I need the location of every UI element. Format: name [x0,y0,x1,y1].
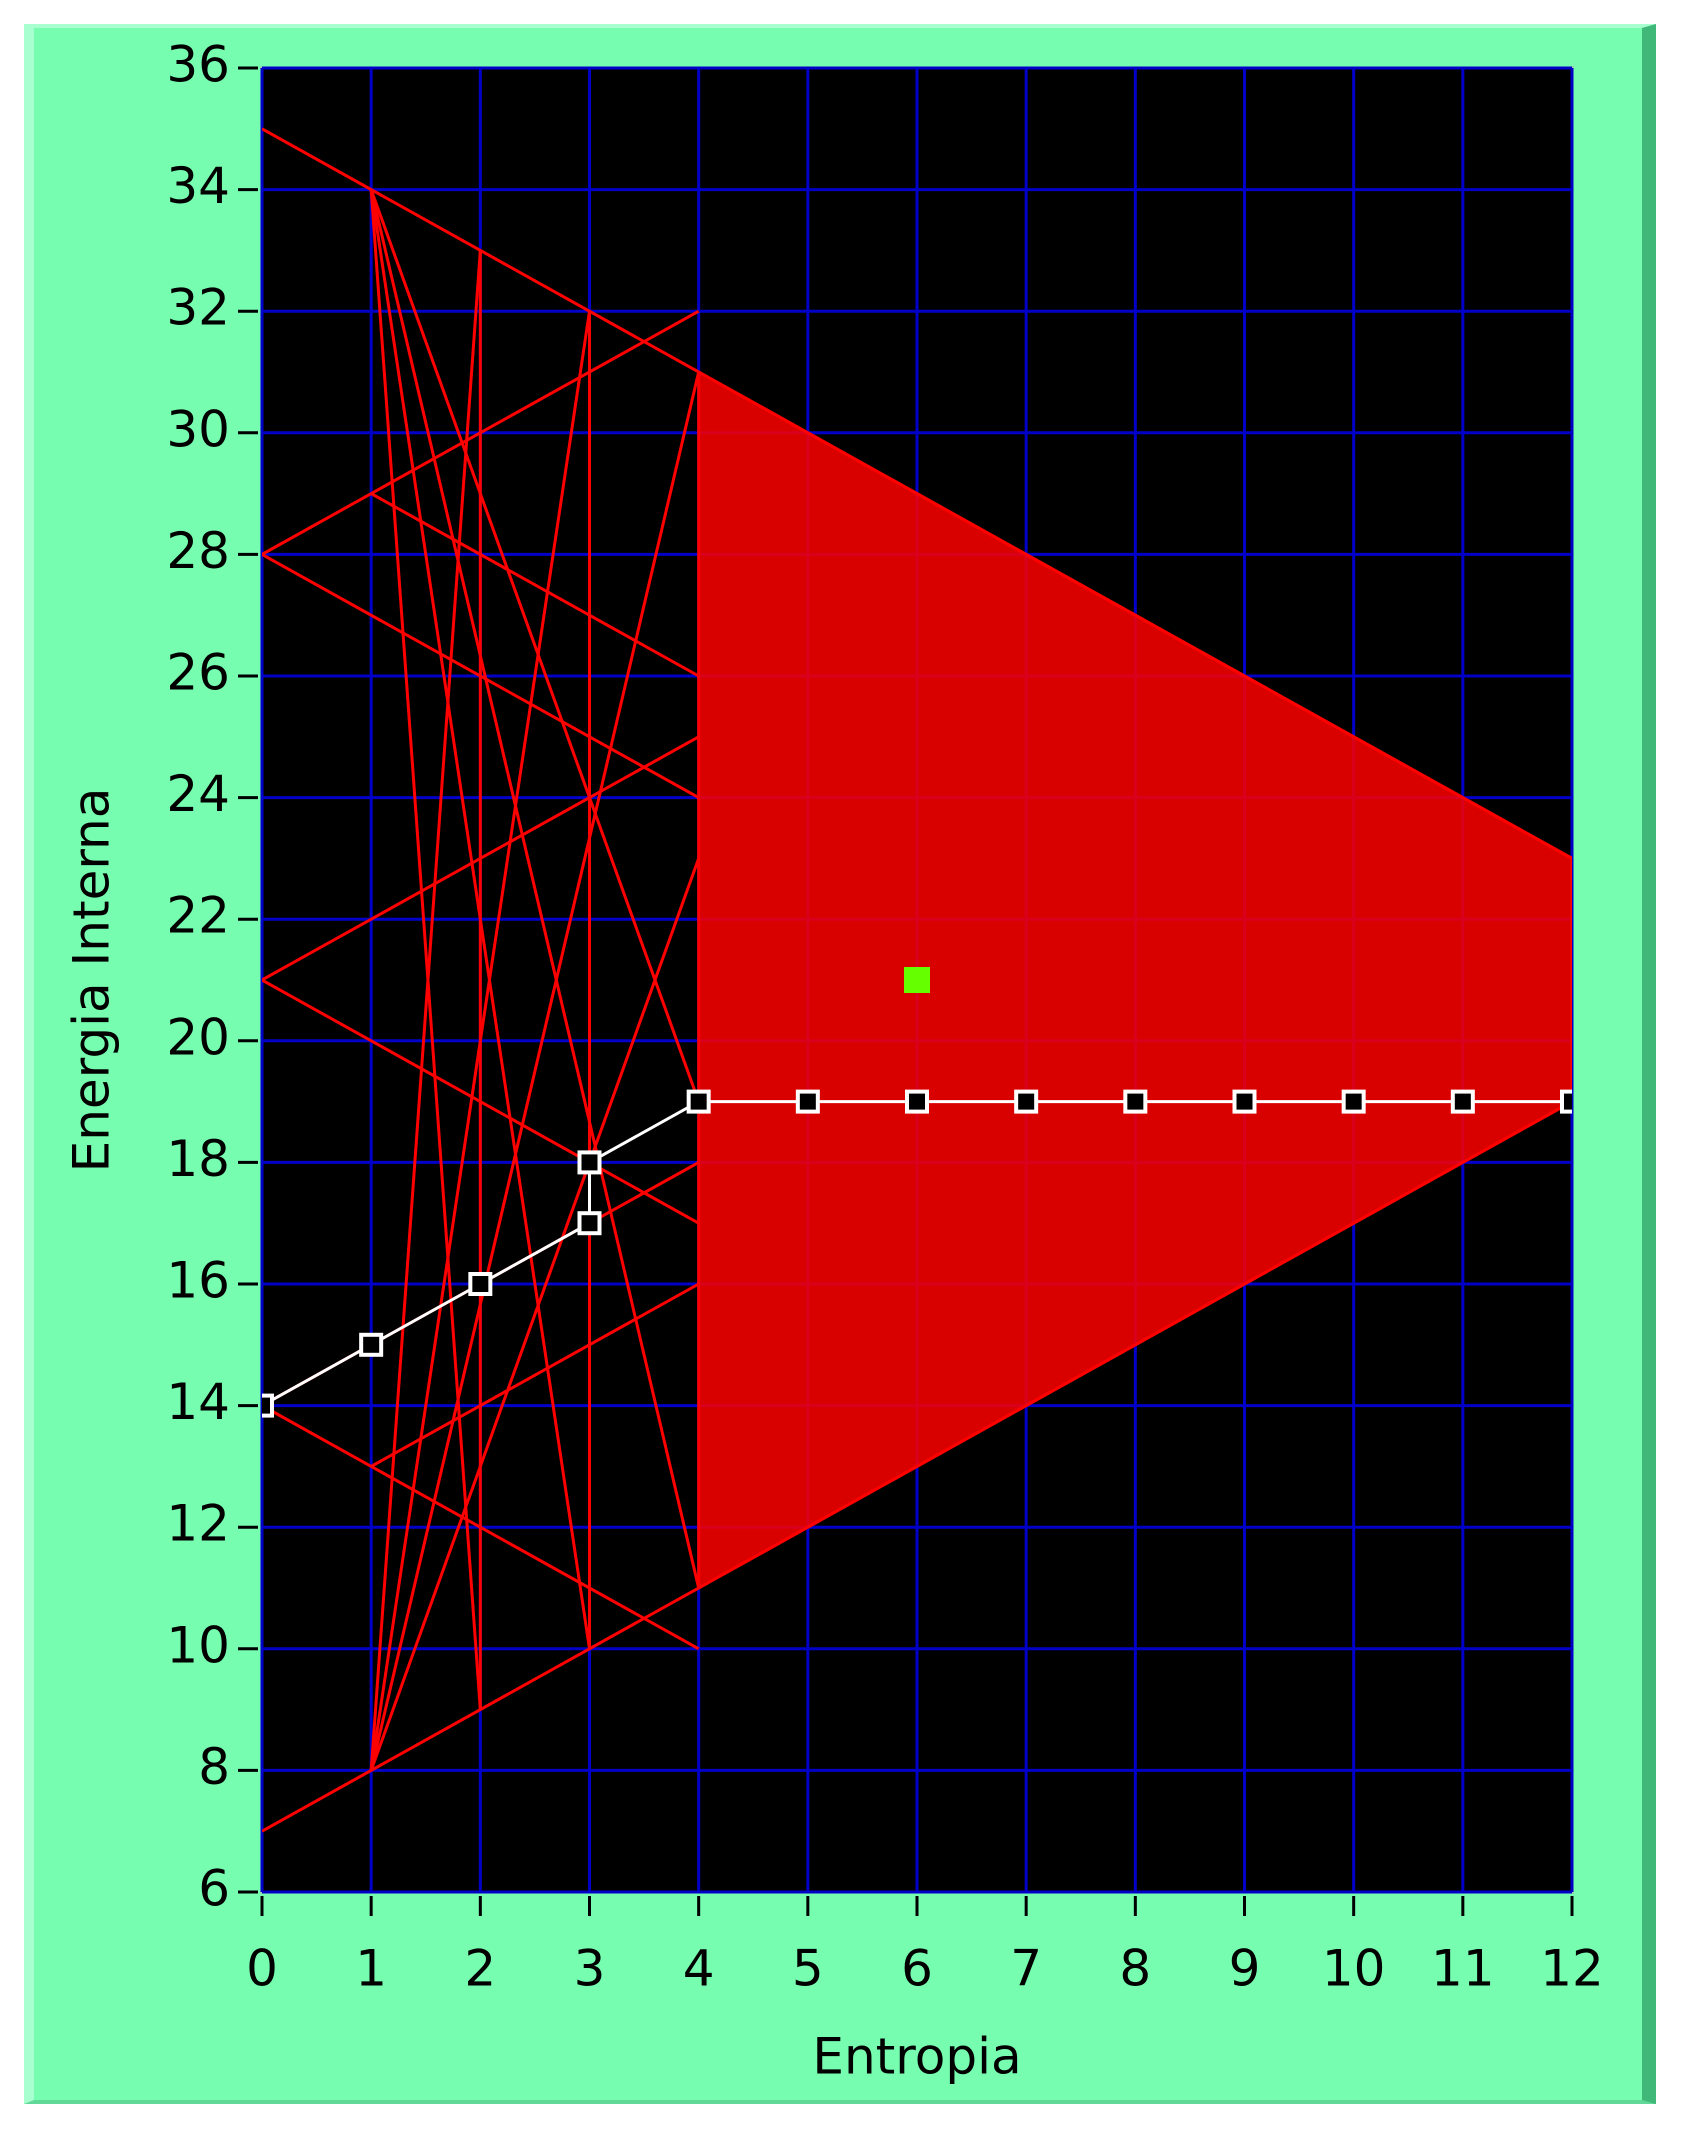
y-tick-label: 6 [198,1860,230,1918]
y-tick-label: 18 [166,1130,230,1188]
path-marker [686,1089,711,1114]
x-tick-label: 2 [464,1940,496,1998]
red-line [369,857,701,1771]
y-tick-label: 28 [166,522,230,580]
x-tick-label: 12 [1540,1940,1604,1998]
x-tick-label: 3 [574,1940,606,1998]
x-tick-label: 4 [683,1940,715,1998]
y-tick-label: 12 [166,1495,230,1553]
red-line [369,189,701,1589]
red-line [369,371,701,1771]
y-tick-label: 16 [166,1252,230,1310]
y-tick-label: 24 [166,765,230,823]
y-tick-label: 8 [198,1738,230,1796]
x-tick-label: 6 [901,1940,933,1998]
point-marker [904,967,930,993]
y-tick-label: 10 [166,1616,230,1674]
red-line [262,309,700,556]
x-tick-label: 10 [1322,1940,1386,1998]
red-line [369,189,482,1710]
red-line [370,492,700,678]
y-tick-label: 26 [166,644,230,702]
y-tick-label: 32 [166,279,230,337]
path-marker [1450,1089,1475,1114]
path-marker [577,1211,602,1236]
x-axis-label: Entropia [812,2028,1021,2086]
x-tick-label: 7 [1010,1940,1042,1998]
path-marker [1341,1089,1366,1114]
series-group [262,127,1572,1833]
red-line [262,553,700,799]
x-tick-label: 11 [1431,1940,1495,1998]
y-tick-label: 14 [166,1373,230,1431]
path-marker [905,1089,929,1114]
red-line [369,250,482,1771]
x-tick-label: 8 [1119,1940,1151,1998]
red-line [369,189,701,1103]
path-marker [577,1150,602,1175]
red-line [262,978,700,1225]
x-tick-label: 1 [355,1940,387,1998]
x-tick-label: 5 [792,1940,824,1998]
y-axis-label: Energia Interna [63,788,121,1173]
x-tick-label: 9 [1229,1940,1261,1998]
y-tick-label: 30 [166,400,230,458]
y-tick-label: 36 [166,36,230,94]
path-marker [1014,1089,1039,1114]
path-marker [468,1272,493,1296]
x-tick-label: 0 [246,1940,278,1998]
red-line [370,1282,700,1468]
path-marker [1560,1089,1572,1114]
y-tick-label: 22 [166,887,230,945]
red-line [262,1404,700,1651]
path-marker [262,1393,274,1418]
red-line [262,735,700,982]
path-marker [359,1332,384,1357]
path-marker [1123,1089,1148,1114]
y-tick-label: 20 [166,1008,230,1066]
path-marker [795,1089,820,1114]
path-marker [1232,1089,1257,1114]
y-tick-label: 34 [166,157,230,215]
path-line [262,1100,1572,1407]
